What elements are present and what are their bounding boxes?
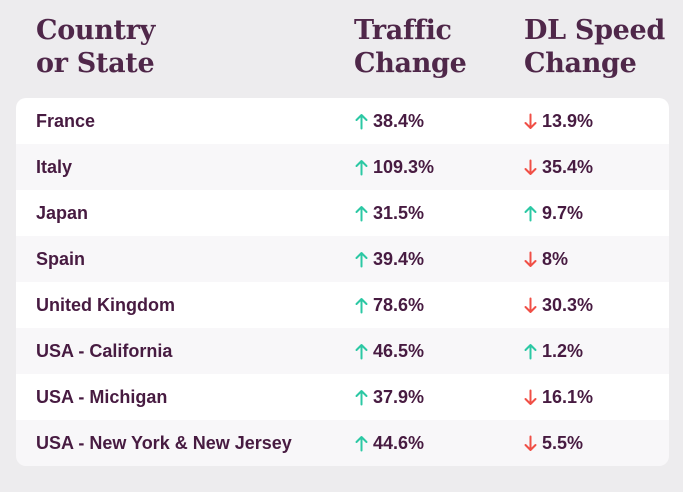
dl-speed-change-value: 9.7% bbox=[542, 202, 584, 223]
table-row: United Kingdom 78.6% 30.3% bbox=[16, 282, 669, 328]
up-arrow-icon bbox=[355, 251, 368, 268]
data-table: France 38.4% 13.9% Italy 109.3% 35.4% Ja… bbox=[16, 98, 669, 466]
dl-speed-change-value: 8% bbox=[542, 248, 569, 269]
traffic-change-cell: 46.5% bbox=[355, 341, 524, 362]
traffic-change-cell: 109.3% bbox=[355, 157, 524, 178]
dl-speed-change-cell: 13.9% bbox=[524, 111, 669, 132]
up-arrow-icon bbox=[355, 343, 368, 360]
dl-speed-change-cell: 35.4% bbox=[524, 157, 669, 178]
column-header-dl-speed-change: DL Speed Change bbox=[524, 14, 683, 98]
dl-speed-change-cell: 5.5% bbox=[524, 433, 669, 454]
up-arrow-icon bbox=[524, 343, 537, 360]
row-label: USA - California bbox=[36, 340, 173, 361]
down-arrow-icon bbox=[524, 297, 537, 314]
table-row: USA - California 46.5% 1.2% bbox=[16, 328, 669, 374]
table-header: Country or State Traffic Change DL Speed… bbox=[0, 0, 683, 98]
dl-speed-change-cell: 30.3% bbox=[524, 295, 669, 316]
row-label: USA - Michigan bbox=[36, 386, 168, 407]
column-header-line: Traffic bbox=[354, 15, 452, 46]
table-row: USA - Michigan 37.9% 16.1% bbox=[16, 374, 669, 420]
up-arrow-icon bbox=[355, 389, 368, 406]
traffic-change-cell: 31.5% bbox=[355, 203, 524, 224]
table-row: Japan 31.5% 9.7% bbox=[16, 190, 669, 236]
traffic-change-value: 38.4% bbox=[373, 110, 425, 131]
traffic-change-value: 39.4% bbox=[373, 248, 425, 269]
dl-speed-change-value: 1.2% bbox=[542, 340, 584, 361]
dl-speed-change-value: 30.3% bbox=[542, 294, 594, 315]
up-arrow-icon bbox=[355, 113, 368, 130]
traffic-change-value: 31.5% bbox=[373, 202, 425, 223]
dl-speed-change-cell: 8% bbox=[524, 249, 669, 270]
traffic-change-cell: 44.6% bbox=[355, 433, 524, 454]
table-row: Spain 39.4% 8% bbox=[16, 236, 669, 282]
down-arrow-icon bbox=[524, 251, 537, 268]
column-header-traffic-change: Traffic Change bbox=[354, 14, 524, 98]
traffic-change-cell: 78.6% bbox=[355, 295, 524, 316]
down-arrow-icon bbox=[524, 435, 537, 452]
row-label: France bbox=[36, 110, 96, 131]
column-header-line: or State bbox=[36, 48, 155, 79]
row-label: USA - New York & New Jersey bbox=[36, 432, 292, 453]
column-header-line: Change bbox=[354, 48, 467, 79]
table-row: USA - New York & New Jersey 44.6% 5.5% bbox=[16, 420, 669, 466]
dl-speed-change-cell: 1.2% bbox=[524, 341, 669, 362]
table-row: Italy 109.3% 35.4% bbox=[16, 144, 669, 190]
up-arrow-icon bbox=[355, 297, 368, 314]
up-arrow-icon bbox=[355, 435, 368, 452]
traffic-change-cell: 39.4% bbox=[355, 249, 524, 270]
column-header-line: Change bbox=[524, 48, 637, 79]
traffic-change-value: 109.3% bbox=[373, 156, 435, 177]
dl-speed-change-value: 5.5% bbox=[542, 432, 584, 453]
traffic-change-value: 37.9% bbox=[373, 386, 425, 407]
down-arrow-icon bbox=[524, 159, 537, 176]
up-arrow-icon bbox=[524, 205, 537, 222]
row-label: United Kingdom bbox=[36, 294, 175, 315]
up-arrow-icon bbox=[355, 205, 368, 222]
column-header-country-or-state: Country or State bbox=[36, 14, 354, 98]
down-arrow-icon bbox=[524, 113, 537, 130]
dl-speed-change-cell: 16.1% bbox=[524, 387, 669, 408]
traffic-change-cell: 38.4% bbox=[355, 111, 524, 132]
dl-speed-change-value: 35.4% bbox=[542, 156, 594, 177]
row-label: Japan bbox=[36, 202, 89, 223]
up-arrow-icon bbox=[355, 159, 368, 176]
traffic-change-value: 78.6% bbox=[373, 294, 425, 315]
column-header-line: DL Speed bbox=[524, 15, 666, 46]
traffic-change-value: 46.5% bbox=[373, 340, 425, 361]
table-row: France 38.4% 13.9% bbox=[16, 98, 669, 144]
row-label: Spain bbox=[36, 248, 86, 269]
traffic-change-value: 44.6% bbox=[373, 432, 425, 453]
dl-speed-change-value: 13.9% bbox=[542, 110, 594, 131]
dl-speed-change-cell: 9.7% bbox=[524, 203, 669, 224]
row-label: Italy bbox=[36, 156, 73, 177]
column-header-line: Country bbox=[36, 15, 156, 46]
dl-speed-change-value: 16.1% bbox=[542, 386, 594, 407]
down-arrow-icon bbox=[524, 389, 537, 406]
traffic-change-cell: 37.9% bbox=[355, 387, 524, 408]
